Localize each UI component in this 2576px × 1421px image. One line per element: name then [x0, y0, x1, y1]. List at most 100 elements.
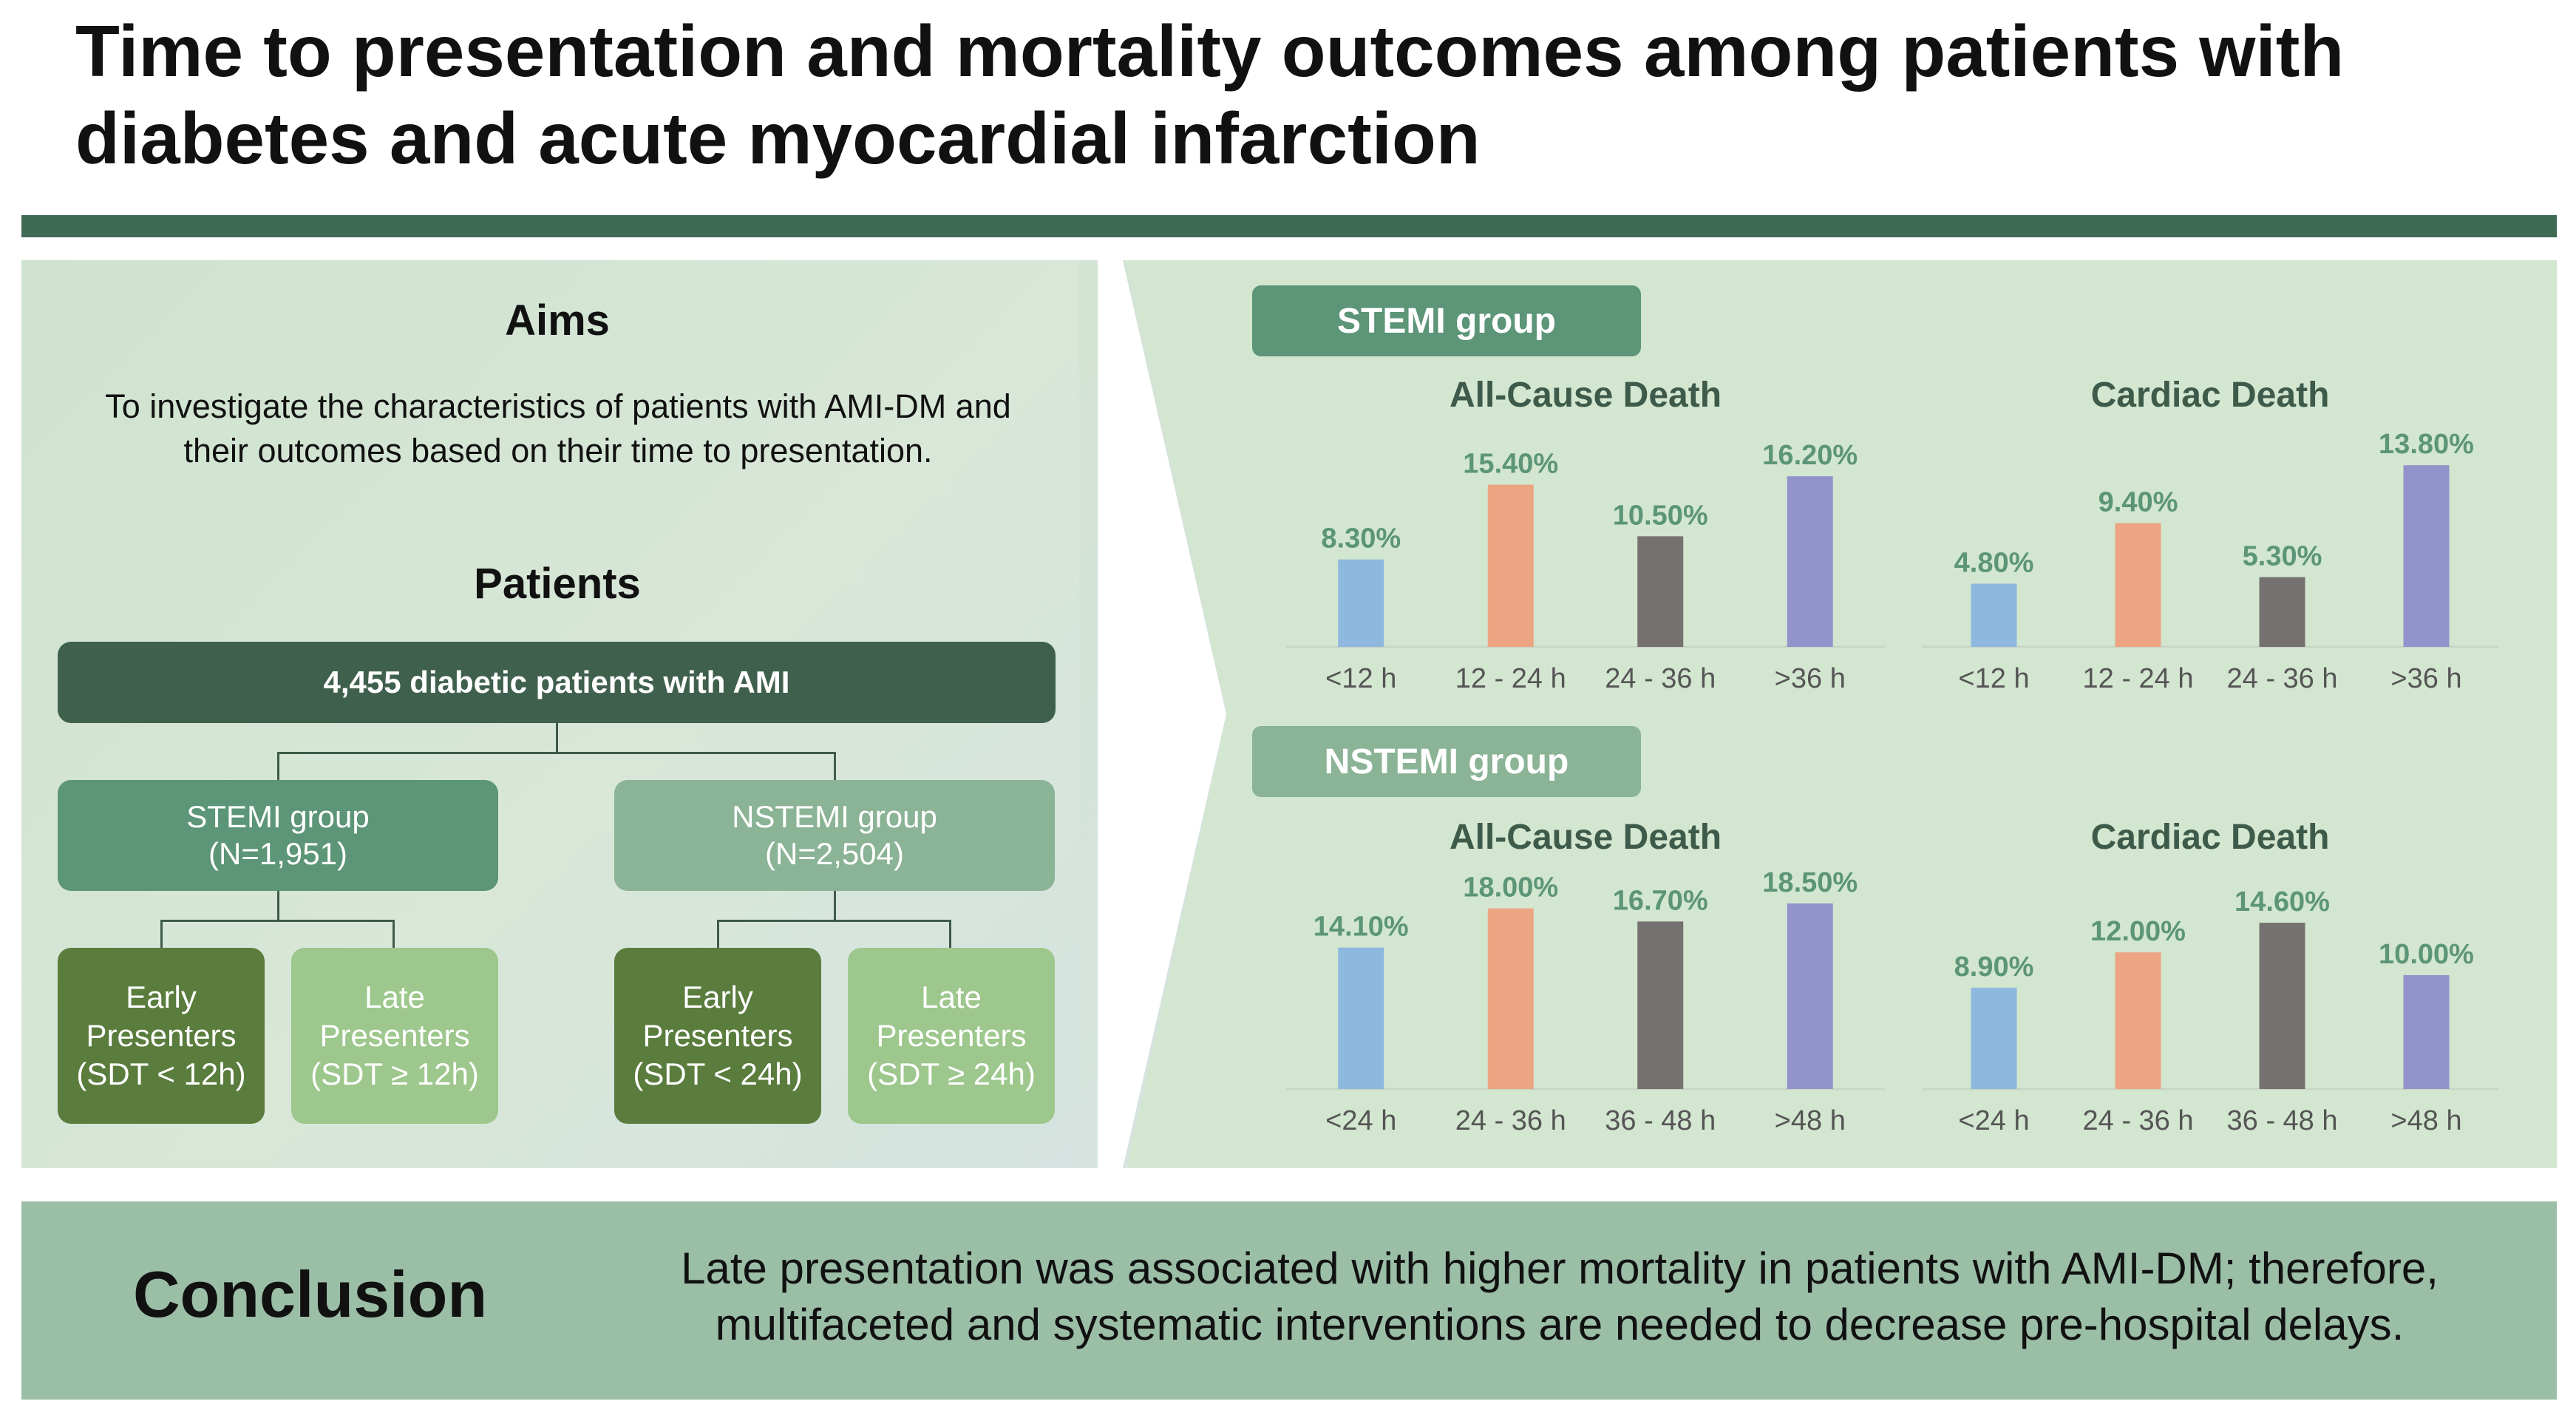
tick-label: >36 h [2390, 663, 2461, 694]
tick-label: <12 h [1325, 663, 1396, 694]
connector [277, 752, 835, 754]
tick-label: 12 - 24 h [2083, 663, 2194, 694]
tick-label: 24 - 36 h [1455, 1105, 1566, 1136]
connector [392, 920, 395, 948]
chart-title: Cardiac Death [2091, 376, 2330, 415]
box-line: Presenters [319, 1018, 470, 1053]
bar [2115, 952, 2161, 1089]
connector [277, 891, 279, 920]
data-label: 16.70% [1613, 885, 1708, 916]
connector [949, 920, 951, 948]
data-label: 8.30% [1321, 523, 1401, 555]
tick-label: <24 h [1325, 1105, 1396, 1136]
bar [1787, 903, 1833, 1089]
data-label: 10.00% [2379, 939, 2474, 970]
box-line: (SDT ≥ 24h) [867, 1057, 1036, 1091]
chart-title: Cardiac Death [2091, 818, 2330, 857]
bar [1487, 484, 1534, 647]
connector [717, 920, 719, 948]
total-patients-label: 4,455 diabetic patients with AMI [323, 665, 790, 699]
total-patients-box: 4,455 diabetic patients with AMI [58, 642, 1056, 723]
box-line: Presenters [876, 1018, 1027, 1053]
stemi-cardiac-death-chart: Cardiac Death 4.80% <12 h 9.40% 12 - 24 h 5.3… [1922, 376, 2498, 694]
stemi-group-tab: STEMI group [1252, 285, 1641, 356]
connector [717, 920, 951, 922]
bar [2403, 974, 2450, 1089]
data-label: 10.50% [1613, 500, 1708, 531]
nstemi-early-presenters-box: Early Presenters (SDT < 24h) [614, 948, 821, 1124]
conclusion-text: Late presentation was associated with hi… [681, 1244, 2439, 1349]
data-label: 12.00% [2090, 916, 2186, 947]
data-label: 5.30% [2243, 541, 2322, 572]
data-label: 14.60% [2235, 886, 2330, 918]
tick-label: 24 - 36 h [2083, 1105, 2194, 1136]
bar [1487, 908, 1534, 1089]
bar [1338, 947, 1384, 1089]
bar [1787, 476, 1833, 647]
stemi-late-presenters-box: Late Presenters (SDT ≥ 12h) [291, 948, 498, 1124]
conclusion-heading: Conclusion [133, 1258, 488, 1331]
tick-label: >48 h [2390, 1105, 2461, 1136]
data-label: 16.20% [1762, 440, 1858, 471]
title-divider [21, 215, 2557, 237]
nstemi-group-label: NSTEMI group [732, 799, 937, 834]
stemi-group-box: STEMI group (N=1,951) [58, 780, 498, 891]
bar [1637, 536, 1684, 647]
bar [2403, 465, 2450, 647]
nstemi-group-count: (N=2,504) [765, 836, 904, 871]
aims-text: To investigate the characteristics of pa… [105, 387, 1011, 469]
connector [834, 891, 836, 920]
page-title: Time to presentation and mortality outco… [75, 10, 2345, 179]
box-line: Early [682, 980, 753, 1014]
nstemi-all-cause-death-chart: All-Cause Death 14.10% <24 h 18.00% 24 - 36 … [1286, 818, 1885, 1136]
nstemi-late-presenters-box: Late Presenters (SDT ≥ 24h) [848, 948, 1055, 1124]
connector [160, 920, 394, 922]
tick-label: <24 h [1958, 1105, 2029, 1136]
data-label: 8.90% [1954, 952, 2034, 983]
data-label: 9.40% [2098, 487, 2178, 518]
tick-label: >36 h [1775, 663, 1846, 694]
bar [2259, 923, 2305, 1089]
box-line: Late [921, 980, 982, 1014]
tick-label: 24 - 36 h [1605, 663, 1716, 694]
conclusion-band [21, 1201, 2557, 1400]
stemi-group-label: STEMI group [186, 799, 370, 834]
connector [556, 723, 558, 753]
box-line: Early [126, 980, 197, 1014]
connector [834, 752, 836, 780]
chart-title: All-Cause Death [1450, 376, 1722, 415]
box-line: Presenters [86, 1018, 237, 1053]
box-line: Late [364, 980, 425, 1014]
nstemi-group-box: NSTEMI group (N=2,504) [614, 780, 1055, 891]
connector [277, 752, 279, 780]
tick-label: <12 h [1958, 663, 2029, 694]
stemi-all-cause-death-chart: All-Cause Death 8.30% <12 h 15.40% 12 - 24 h… [1286, 376, 1885, 694]
tick-label: 36 - 48 h [2227, 1105, 2338, 1136]
tick-label: 12 - 24 h [1455, 663, 1566, 694]
bar [2259, 577, 2305, 647]
data-label: 15.40% [1463, 449, 1558, 480]
data-label: 4.80% [1954, 548, 2034, 579]
bar [1338, 559, 1384, 647]
aims-heading: Aims [505, 296, 610, 345]
patients-heading: Patients [474, 560, 641, 608]
box-line: (SDT ≥ 12h) [310, 1057, 479, 1091]
data-label: 14.10% [1314, 912, 1409, 943]
tick-label: >48 h [1775, 1105, 1846, 1136]
stemi-group-count: (N=1,951) [208, 836, 347, 871]
data-label: 13.80% [2379, 429, 2474, 460]
data-label: 18.50% [1762, 867, 1858, 898]
box-line: (SDT < 24h) [633, 1057, 803, 1091]
stemi-early-presenters-box: Early Presenters (SDT < 12h) [58, 948, 265, 1124]
tick-label: 36 - 48 h [1605, 1105, 1716, 1136]
bar [1637, 921, 1684, 1089]
chart-title: All-Cause Death [1450, 818, 1722, 857]
bar [2115, 523, 2161, 647]
nstemi-group-tab: NSTEMI group [1252, 726, 1641, 797]
box-line: (SDT < 12h) [76, 1057, 246, 1091]
bar [1971, 583, 2017, 647]
nstemi-cardiac-death-chart: Cardiac Death 8.90% <24 h 12.00% 24 - 36 h 14… [1922, 818, 2498, 1136]
data-label: 18.00% [1463, 872, 1558, 903]
connector [160, 920, 163, 948]
box-line: Presenters [642, 1018, 793, 1053]
